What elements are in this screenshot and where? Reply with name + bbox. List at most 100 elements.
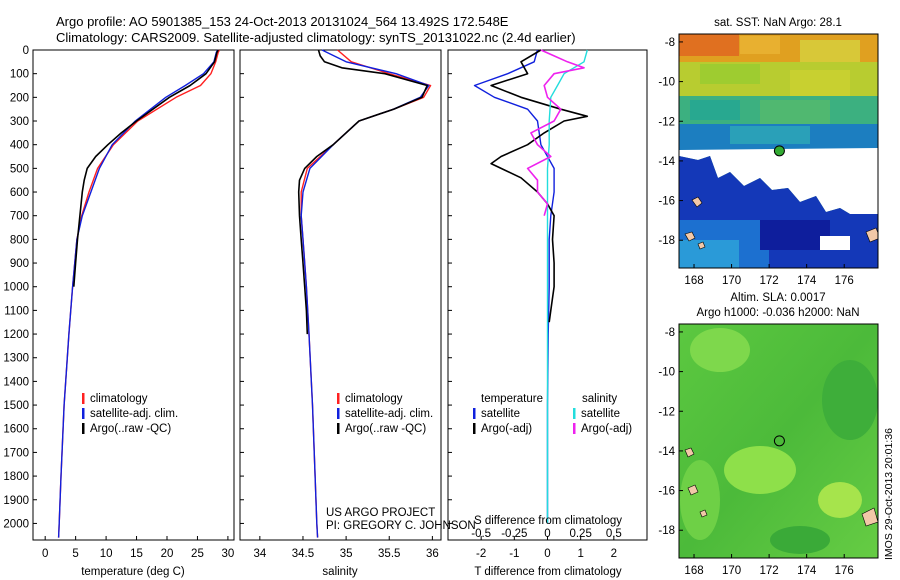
imos-timestamp: IMOS 29-Oct-2013 20:01:36	[883, 428, 895, 560]
temperature-x-label: temperature (deg C)	[81, 566, 185, 578]
sal-diff-tick-label: 0	[544, 528, 550, 540]
map-y-tick-label: -16	[658, 486, 675, 498]
x-tick-label: 35.5	[378, 548, 400, 560]
sst-map-frame	[678, 33, 879, 269]
salinity-axes-frame	[239, 49, 442, 541]
sla-map-image	[679, 324, 878, 558]
x-tick-label: -1	[509, 548, 519, 560]
map-y-tick-label: -18	[658, 235, 675, 247]
temperature-x-axis: 0 5 10 15 20 25 30	[42, 536, 234, 560]
legend-swatch-satellite	[82, 408, 85, 419]
argo-position-marker	[773, 435, 785, 447]
x-tick-label: 0	[544, 548, 550, 560]
sla-map-y-axis: -8 -10 -12 -14 -16 -18	[658, 327, 683, 537]
legend-swatch-t-argo	[473, 423, 476, 434]
x-tick-label: 20	[161, 548, 174, 560]
x-tick-label: 34.5	[292, 548, 314, 560]
depth-tick-label: 400	[10, 140, 29, 152]
depth-tick-label: 1500	[3, 400, 29, 412]
legend-swatch-satellite	[337, 408, 340, 419]
legend-satellite: satellite-adj. clim.	[345, 408, 433, 420]
sal-diff-tick-label: 0.25	[569, 528, 591, 540]
map-x-tick-label: 170	[722, 565, 741, 577]
map-x-tick-label: 174	[797, 275, 817, 287]
difference-panel: -2 -1 0 1 2 -0.5 -0.25 0 0.25 0.5 T difference f…	[447, 49, 648, 578]
pi-annotation: PI: GREGORY C. JOHNSON	[326, 520, 476, 532]
argo-position-marker	[773, 145, 785, 157]
legend-swatch-s-argo	[573, 423, 576, 434]
legend-temperature-title: temperature	[481, 393, 543, 405]
x-tick-label: 2	[611, 548, 617, 560]
depth-tick-label: 1000	[3, 282, 29, 294]
sla-title-line-2: Argo h1000: -0.036 h2000: NaN	[696, 307, 859, 319]
temperature-axes-frame	[32, 49, 235, 541]
depth-tick-label: 1200	[3, 329, 29, 341]
map-x-tick-label: 172	[760, 565, 779, 577]
legend-t-argo: Argo(-adj)	[481, 423, 532, 435]
sst-map-x-axis: 168 170 172 174 176	[684, 264, 854, 287]
salinity-x-axis: 34 34.5 35 35.5 36	[253, 536, 439, 560]
sla-title-line-1: Altim. SLA: 0.0017	[730, 292, 825, 304]
series-climatology	[57, 49, 221, 538]
depth-tick-label: 2000	[3, 518, 29, 530]
temperature-series	[57, 49, 221, 538]
map-y-tick-label: -10	[658, 367, 675, 379]
depth-tick-label: 0	[23, 45, 29, 57]
sst-map-image	[679, 34, 878, 268]
x-tick-label: 34	[253, 548, 266, 560]
legend-salinity-title: salinity	[582, 393, 617, 405]
series-argo	[297, 49, 429, 335]
title-line-2: Climatology: CARS2009. Satellite-adjuste…	[56, 30, 576, 45]
map-x-tick-label: 170	[722, 275, 741, 287]
depth-tick-label: 700	[10, 211, 29, 223]
legend-s-satellite: satellite	[581, 408, 620, 420]
x-tick-label: 35	[340, 548, 353, 560]
map-x-tick-label: 176	[835, 275, 854, 287]
depth-tick-label: 1300	[3, 353, 29, 365]
difference-legend: temperature satellite Argo(-adj) salinit…	[473, 393, 632, 435]
legend-argo: Argo(..raw -QC)	[90, 423, 171, 435]
depth-tick-label: 900	[10, 258, 29, 270]
legend-swatch-climatology	[82, 393, 85, 404]
series-argo	[73, 49, 219, 287]
x-tick-label: 0	[42, 548, 48, 560]
map-y-tick-label: -14	[658, 446, 675, 458]
x-tick-label: 15	[130, 548, 143, 560]
depth-tick-label: 600	[10, 187, 29, 199]
legend-climatology: climatology	[345, 393, 403, 405]
salinity-panel: 34 34.5 35 35.5 36 salinity climatology sate…	[239, 49, 476, 578]
depth-tick-label: 1600	[3, 424, 29, 436]
series-temperature-satellite	[473, 49, 555, 524]
temperature-panel: 0100200300400500600700800900100011001200…	[3, 45, 452, 578]
depth-tick-label: 100	[10, 69, 29, 81]
series-climatology	[300, 49, 432, 538]
x-tick-label: 1	[577, 548, 583, 560]
legend-s-argo: Argo(-adj)	[581, 423, 632, 435]
sst-map-y-axis: -8 -10 -12 -14 -16 -18	[658, 37, 683, 247]
legend-swatch-climatology	[337, 393, 340, 404]
sal-diff-tick-label: -0.25	[501, 528, 527, 540]
depth-tick-label: 1800	[3, 471, 29, 483]
salinity-series	[297, 49, 432, 538]
series-satellite	[57, 49, 219, 538]
legend-swatch-t-satellite	[473, 408, 476, 419]
sal-diff-tick-label: -0.5	[471, 528, 491, 540]
legend-t-satellite: satellite	[481, 408, 520, 420]
legend-argo: Argo(..raw -QC)	[345, 423, 426, 435]
depth-tick-label: 1400	[3, 376, 29, 388]
map-x-tick-label: 168	[684, 565, 703, 577]
legend-swatch-s-satellite	[573, 408, 576, 419]
legend-satellite: satellite-adj. clim.	[90, 408, 178, 420]
series-temperature-argo	[490, 49, 589, 323]
salinity-legend: climatology satellite-adj. clim. Argo(..…	[337, 393, 433, 435]
salinity-x-label: salinity	[322, 566, 357, 578]
map-x-tick-label: 168	[684, 275, 703, 287]
s-difference-label: S difference from climatology	[474, 515, 622, 527]
project-annotation: US ARGO PROJECT	[326, 507, 435, 519]
map-y-tick-label: -12	[658, 406, 675, 418]
map-y-tick-label: -14	[658, 156, 675, 168]
x-tick-label: -2	[476, 548, 486, 560]
x-tick-label: 5	[72, 548, 78, 560]
legend-swatch-argo	[82, 423, 85, 434]
